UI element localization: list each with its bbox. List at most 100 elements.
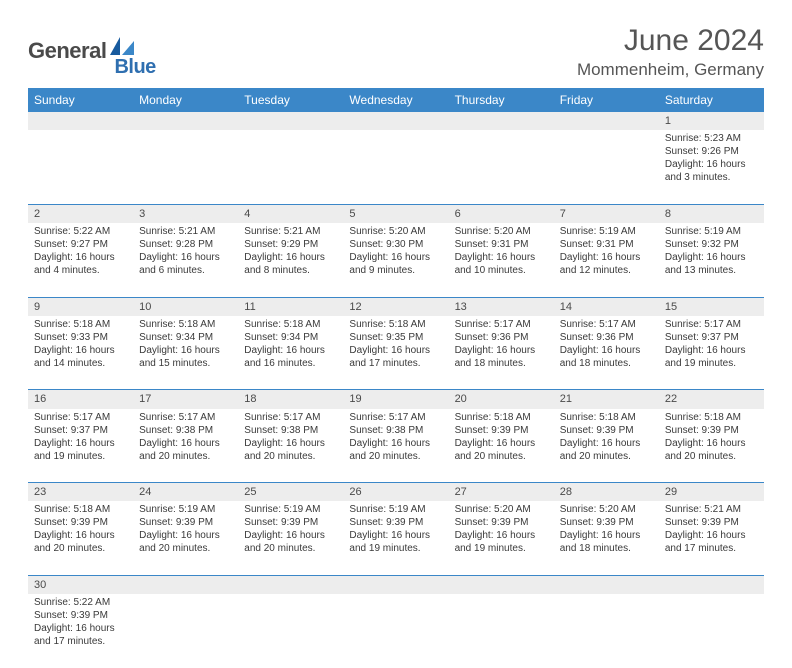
day-number xyxy=(343,575,448,594)
day2-line: and 20 minutes. xyxy=(455,450,548,463)
day-cell: Sunrise: 5:17 AMSunset: 9:38 PMDaylight:… xyxy=(133,409,238,483)
day-cell: Sunrise: 5:23 AMSunset: 9:26 PMDaylight:… xyxy=(659,130,764,204)
day-cell: Sunrise: 5:21 AMSunset: 9:29 PMDaylight:… xyxy=(238,223,343,297)
sunset-line: Sunset: 9:39 PM xyxy=(560,424,653,437)
sunrise-line: Sunrise: 5:18 AM xyxy=(349,318,442,331)
page-title: June 2024 xyxy=(577,24,764,58)
day1-line: Daylight: 16 hours xyxy=(665,251,758,264)
day1-line: Daylight: 16 hours xyxy=(665,529,758,542)
sunrise-line: Sunrise: 5:17 AM xyxy=(560,318,653,331)
sunset-line: Sunset: 9:39 PM xyxy=(665,424,758,437)
day-number: 25 xyxy=(238,483,343,502)
day1-line: Daylight: 16 hours xyxy=(349,529,442,542)
day-number: 23 xyxy=(28,483,133,502)
day2-line: and 4 minutes. xyxy=(34,264,127,277)
day2-line: and 6 minutes. xyxy=(139,264,232,277)
sunset-line: Sunset: 9:39 PM xyxy=(34,516,127,529)
day-cell: Sunrise: 5:20 AMSunset: 9:39 PMDaylight:… xyxy=(554,501,659,575)
day-number xyxy=(133,575,238,594)
day-cell: Sunrise: 5:22 AMSunset: 9:27 PMDaylight:… xyxy=(28,223,133,297)
day-number: 19 xyxy=(343,390,448,409)
day-cell: Sunrise: 5:19 AMSunset: 9:32 PMDaylight:… xyxy=(659,223,764,297)
sunrise-line: Sunrise: 5:18 AM xyxy=(34,318,127,331)
day-cell: Sunrise: 5:18 AMSunset: 9:34 PMDaylight:… xyxy=(238,316,343,390)
day-cell: Sunrise: 5:17 AMSunset: 9:37 PMDaylight:… xyxy=(659,316,764,390)
weekday-header: Sunday xyxy=(28,88,133,112)
day2-line: and 17 minutes. xyxy=(349,357,442,370)
day1-line: Daylight: 16 hours xyxy=(349,437,442,450)
day1-line: Daylight: 16 hours xyxy=(34,437,127,450)
day-number xyxy=(238,112,343,130)
sunrise-line: Sunrise: 5:19 AM xyxy=(665,225,758,238)
day-cell xyxy=(449,594,554,668)
day-cell: Sunrise: 5:19 AMSunset: 9:39 PMDaylight:… xyxy=(343,501,448,575)
logo-text-blue: Blue xyxy=(114,38,155,79)
day1-line: Daylight: 16 hours xyxy=(560,529,653,542)
day1-line: Daylight: 16 hours xyxy=(244,437,337,450)
day-number: 18 xyxy=(238,390,343,409)
day1-line: Daylight: 16 hours xyxy=(560,251,653,264)
sunset-line: Sunset: 9:39 PM xyxy=(455,424,548,437)
day1-line: Daylight: 16 hours xyxy=(560,344,653,357)
day-cell: Sunrise: 5:17 AMSunset: 9:38 PMDaylight:… xyxy=(343,409,448,483)
sunrise-line: Sunrise: 5:19 AM xyxy=(560,225,653,238)
sunset-line: Sunset: 9:39 PM xyxy=(455,516,548,529)
week-row: Sunrise: 5:22 AMSunset: 9:27 PMDaylight:… xyxy=(28,223,764,297)
day-number: 22 xyxy=(659,390,764,409)
day1-line: Daylight: 16 hours xyxy=(560,437,653,450)
day-cell: Sunrise: 5:20 AMSunset: 9:39 PMDaylight:… xyxy=(449,501,554,575)
day-number: 6 xyxy=(449,204,554,223)
day2-line: and 19 minutes. xyxy=(34,450,127,463)
day1-line: Daylight: 16 hours xyxy=(139,251,232,264)
day-number: 29 xyxy=(659,483,764,502)
daynum-row: 1 xyxy=(28,112,764,130)
day-cell: Sunrise: 5:18 AMSunset: 9:39 PMDaylight:… xyxy=(659,409,764,483)
week-row: Sunrise: 5:18 AMSunset: 9:39 PMDaylight:… xyxy=(28,501,764,575)
sunset-line: Sunset: 9:37 PM xyxy=(34,424,127,437)
day-cell xyxy=(133,594,238,668)
day-number: 13 xyxy=(449,297,554,316)
day1-line: Daylight: 16 hours xyxy=(455,251,548,264)
day-number xyxy=(449,112,554,130)
day-number: 14 xyxy=(554,297,659,316)
sunset-line: Sunset: 9:31 PM xyxy=(560,238,653,251)
weekday-header: Saturday xyxy=(659,88,764,112)
day1-line: Daylight: 16 hours xyxy=(349,251,442,264)
day2-line: and 20 minutes. xyxy=(34,542,127,555)
day2-line: and 13 minutes. xyxy=(665,264,758,277)
sunrise-line: Sunrise: 5:17 AM xyxy=(139,411,232,424)
day-cell: Sunrise: 5:20 AMSunset: 9:30 PMDaylight:… xyxy=(343,223,448,297)
day1-line: Daylight: 16 hours xyxy=(139,529,232,542)
day2-line: and 18 minutes. xyxy=(560,542,653,555)
day-number: 20 xyxy=(449,390,554,409)
title-block: June 2024 Mommenheim, Germany xyxy=(577,24,764,80)
sunset-line: Sunset: 9:39 PM xyxy=(349,516,442,529)
day-number: 2 xyxy=(28,204,133,223)
day-cell: Sunrise: 5:18 AMSunset: 9:35 PMDaylight:… xyxy=(343,316,448,390)
header: General Blue June 2024 Mommenheim, Germa… xyxy=(28,24,764,80)
sunset-line: Sunset: 9:38 PM xyxy=(139,424,232,437)
day-number: 4 xyxy=(238,204,343,223)
sunrise-line: Sunrise: 5:17 AM xyxy=(665,318,758,331)
day2-line: and 20 minutes. xyxy=(139,450,232,463)
day-cell: Sunrise: 5:17 AMSunset: 9:36 PMDaylight:… xyxy=(449,316,554,390)
day-number: 5 xyxy=(343,204,448,223)
weekday-header: Wednesday xyxy=(343,88,448,112)
day1-line: Daylight: 16 hours xyxy=(34,251,127,264)
day-number: 27 xyxy=(449,483,554,502)
sunrise-line: Sunrise: 5:17 AM xyxy=(455,318,548,331)
day-cell: Sunrise: 5:21 AMSunset: 9:28 PMDaylight:… xyxy=(133,223,238,297)
day-number: 21 xyxy=(554,390,659,409)
day1-line: Daylight: 16 hours xyxy=(244,344,337,357)
weekday-header: Thursday xyxy=(449,88,554,112)
day1-line: Daylight: 16 hours xyxy=(665,344,758,357)
logo: General Blue xyxy=(28,24,156,71)
daynum-row: 9101112131415 xyxy=(28,297,764,316)
sunset-line: Sunset: 9:34 PM xyxy=(244,331,337,344)
sunrise-line: Sunrise: 5:18 AM xyxy=(244,318,337,331)
sunset-line: Sunset: 9:28 PM xyxy=(139,238,232,251)
day2-line: and 19 minutes. xyxy=(349,542,442,555)
day-number: 28 xyxy=(554,483,659,502)
day1-line: Daylight: 16 hours xyxy=(665,437,758,450)
sunset-line: Sunset: 9:35 PM xyxy=(349,331,442,344)
